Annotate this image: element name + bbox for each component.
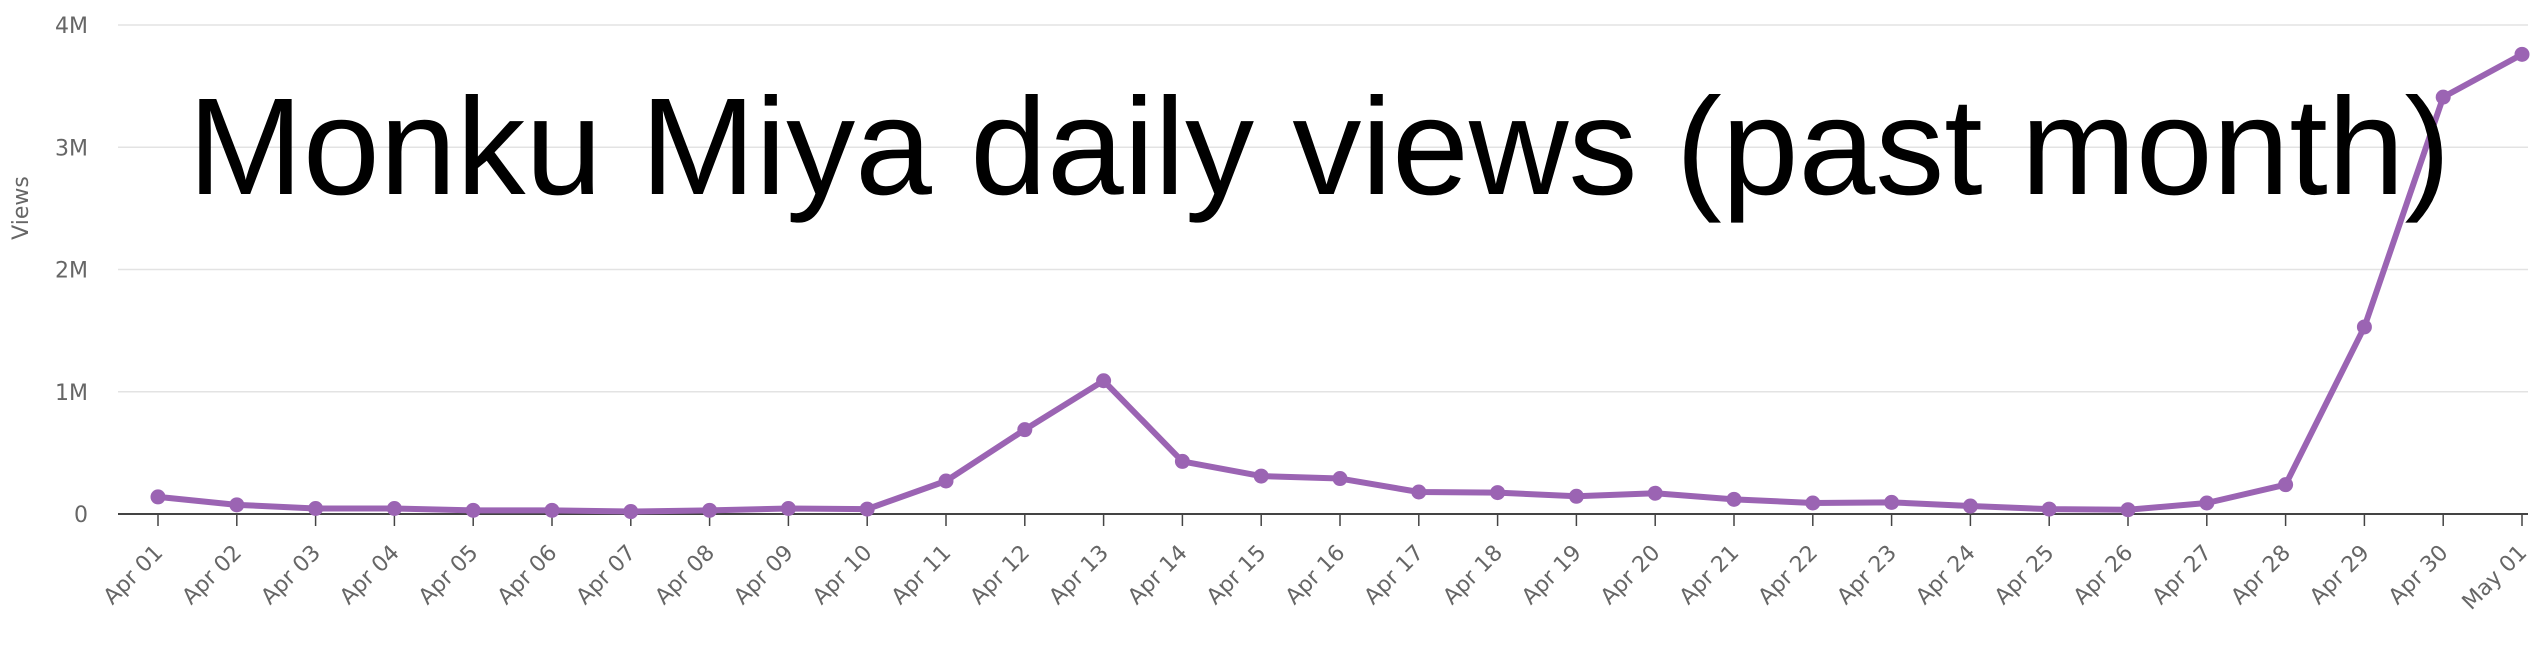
data-point[interactable] xyxy=(1805,495,1821,511)
data-point[interactable] xyxy=(1096,373,1112,389)
x-tick-label: Apr 18 xyxy=(1439,541,1508,610)
x-tick-label: Apr 03 xyxy=(257,541,326,610)
y-tick-label: 3M xyxy=(55,136,88,161)
data-point[interactable] xyxy=(386,500,402,516)
x-tick-label: Apr 08 xyxy=(651,541,720,610)
x-tick-label: Apr 12 xyxy=(966,541,1035,610)
x-tick-label: Apr 14 xyxy=(1123,541,1192,610)
x-tick-label: Apr 16 xyxy=(1281,541,1350,610)
data-point[interactable] xyxy=(1568,488,1584,504)
data-point[interactable] xyxy=(1884,494,1900,510)
data-point[interactable] xyxy=(465,502,481,518)
x-tick-label: Apr 09 xyxy=(729,541,798,610)
x-tick-label: Apr 13 xyxy=(1045,541,1114,610)
x-tick-label: Apr 21 xyxy=(1675,541,1744,610)
y-tick-label: 4M xyxy=(55,14,88,39)
data-point[interactable] xyxy=(1490,485,1506,501)
series-views xyxy=(150,46,2530,520)
x-tick-label: Apr 28 xyxy=(2227,541,2296,610)
data-point[interactable] xyxy=(2041,501,2057,517)
x-tick-label: Apr 11 xyxy=(887,541,956,610)
x-tick-label: Apr 01 xyxy=(99,541,168,610)
x-tick-label: May 01 xyxy=(2458,541,2533,616)
x-tick-label: Apr 17 xyxy=(1360,541,1429,610)
x-tick-label: Apr 02 xyxy=(178,541,247,610)
data-point[interactable] xyxy=(2435,89,2451,105)
data-point[interactable] xyxy=(150,489,166,505)
x-tick-label: Apr 10 xyxy=(808,541,877,610)
data-point[interactable] xyxy=(2199,495,2215,511)
data-point[interactable] xyxy=(2120,502,2136,518)
y-axis: 0 1M 2M 3M 4M xyxy=(55,14,88,528)
data-point[interactable] xyxy=(1017,422,1033,438)
x-tick-label: Apr 15 xyxy=(1202,541,1271,610)
x-tick-label: Apr 25 xyxy=(1990,541,2059,610)
x-axis: Apr 01 Apr 02 Apr 03 Apr 04 Apr 05 Apr 06 Apr … xyxy=(99,513,2533,616)
data-point[interactable] xyxy=(938,473,954,489)
y-tick-label: 1M xyxy=(55,381,88,406)
y-axis-title: Views xyxy=(9,176,34,240)
gridlines xyxy=(118,24,2528,393)
x-tick-label: Apr 20 xyxy=(1596,541,1665,610)
data-point[interactable] xyxy=(780,500,796,516)
x-tick-label: Apr 23 xyxy=(1833,541,1902,610)
x-tick-label: Apr 30 xyxy=(2384,541,2453,610)
x-tick-label: Apr 19 xyxy=(1517,541,1586,610)
data-point[interactable] xyxy=(2356,319,2372,335)
data-point[interactable] xyxy=(308,500,324,516)
y-tick-label: 0 xyxy=(74,503,88,528)
y-tick-label: 2M xyxy=(55,259,88,284)
x-tick-label: Apr 27 xyxy=(2148,541,2217,610)
data-point[interactable] xyxy=(1962,498,1978,514)
data-point[interactable] xyxy=(544,502,560,518)
data-point[interactable] xyxy=(2514,46,2530,62)
x-tick-label: Apr 06 xyxy=(493,541,562,610)
data-point[interactable] xyxy=(229,497,245,513)
data-point[interactable] xyxy=(859,501,875,517)
data-point[interactable] xyxy=(1411,484,1427,500)
chart-title: Monku Miya daily views (past month) xyxy=(188,70,2450,224)
x-tick-label: Apr 29 xyxy=(2305,541,2374,610)
data-point[interactable] xyxy=(1253,468,1269,484)
x-tick-label: Apr 05 xyxy=(414,541,483,610)
x-tick-label: Apr 07 xyxy=(572,541,641,610)
data-point[interactable] xyxy=(702,502,718,518)
data-point[interactable] xyxy=(623,504,639,520)
data-point[interactable] xyxy=(1332,471,1348,487)
x-tick-label: Apr 24 xyxy=(1911,541,1980,610)
data-point[interactable] xyxy=(1726,491,1742,507)
data-point[interactable] xyxy=(1647,485,1663,501)
x-tick-label: Apr 26 xyxy=(2069,541,2138,610)
data-point[interactable] xyxy=(2278,477,2294,493)
x-tick-label: Apr 04 xyxy=(335,541,404,610)
data-point[interactable] xyxy=(1174,453,1190,469)
x-tick-label: Apr 22 xyxy=(1754,541,1823,610)
